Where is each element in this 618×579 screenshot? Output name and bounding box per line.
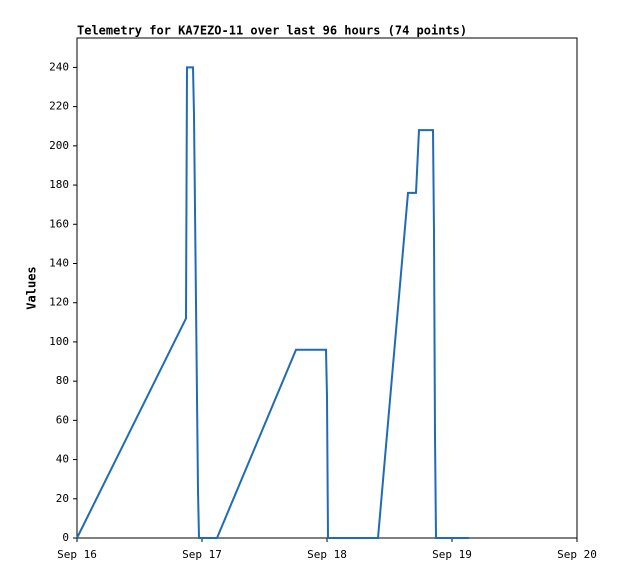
x-tick-label: Sep 19 bbox=[432, 548, 472, 561]
y-tick-label: 200 bbox=[49, 139, 69, 152]
chart-title: Telemetry for KA7EZO-11 over last 96 hou… bbox=[77, 24, 467, 38]
y-tick-label: 80 bbox=[56, 374, 69, 387]
y-tick-label: 60 bbox=[56, 413, 69, 426]
y-tick-label: 180 bbox=[49, 178, 69, 191]
y-tick-label: 40 bbox=[56, 453, 69, 466]
y-tick-label: 0 bbox=[62, 531, 69, 544]
y-axis-label: Values bbox=[25, 266, 39, 309]
x-tick-label: Sep 17 bbox=[182, 548, 222, 561]
y-tick-label: 240 bbox=[49, 60, 69, 73]
x-tick-label: Sep 16 bbox=[57, 548, 97, 561]
y-tick-label: 140 bbox=[49, 256, 69, 269]
y-tick-label: 20 bbox=[56, 492, 69, 505]
series-line bbox=[76, 66, 469, 539]
x-tick-label: Sep 20 bbox=[557, 548, 597, 561]
y-tick-label: 160 bbox=[49, 217, 69, 230]
y-tick-label: 120 bbox=[49, 296, 69, 309]
x-tick-label: Sep 18 bbox=[307, 548, 347, 561]
y-tick-label: 100 bbox=[49, 335, 69, 348]
y-tick-label: 220 bbox=[49, 100, 69, 113]
